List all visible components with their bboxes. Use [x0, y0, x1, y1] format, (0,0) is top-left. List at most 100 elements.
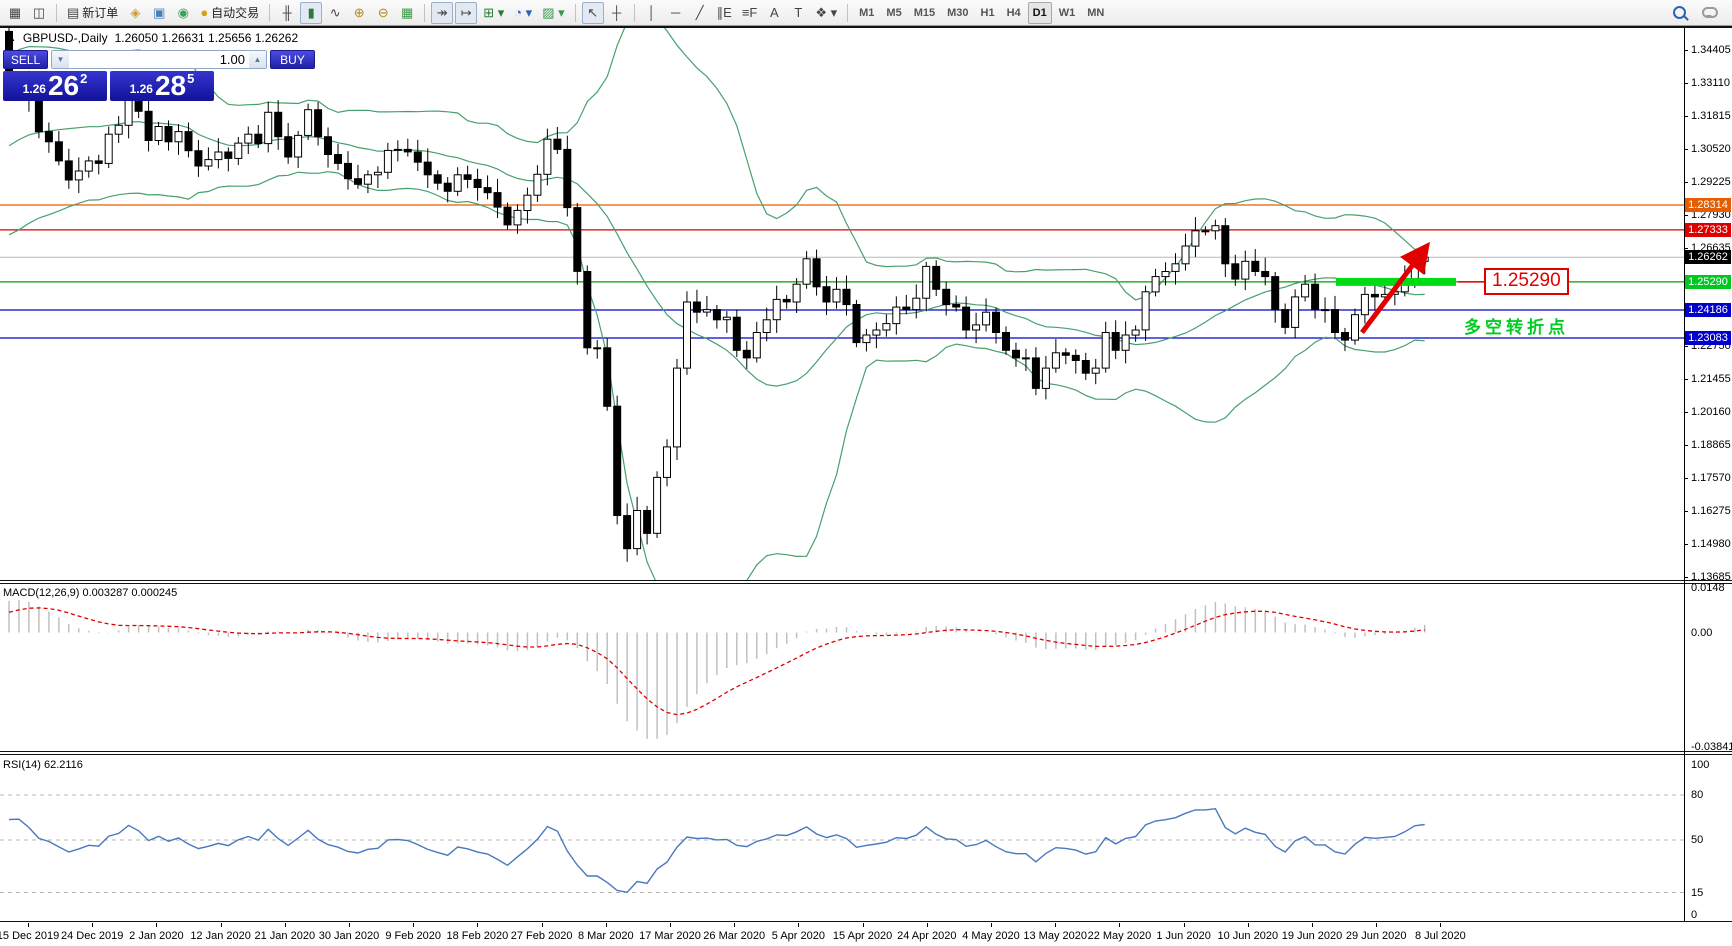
price-tick-label: 1.13685: [1691, 570, 1731, 583]
date-tick-label: 5 Apr 2020: [771, 930, 825, 942]
date-tick-mark: [798, 923, 800, 927]
line-chart-icon[interactable]: ∿: [324, 2, 346, 24]
rsi-label: RSI(14) 62.2116: [3, 759, 83, 771]
indicators-button[interactable]: ⊞ ▾: [479, 2, 508, 24]
price-level-badge: 1.25290: [1685, 274, 1731, 289]
buy-price-display[interactable]: 1.26 28 5: [110, 71, 214, 101]
tile-windows-icon[interactable]: ▦: [396, 2, 418, 24]
crosshair-button[interactable]: ┼: [606, 2, 628, 24]
price-tick-mark: [1684, 50, 1688, 52]
price-tick-label: 1.34405: [1691, 44, 1731, 57]
vertical-line-button[interactable]: │: [641, 2, 663, 24]
cursor-button[interactable]: ↖: [581, 1, 604, 24]
new-order-button-glyph: ▤: [67, 5, 80, 20]
expert-advisors-icon[interactable]: ▣: [148, 2, 170, 24]
timeframe-mn[interactable]: MN: [1087, 6, 1105, 19]
price-tick-mark: [1684, 181, 1688, 183]
date-tick-label: 2 Jan 2020: [129, 930, 184, 942]
toolbar-button-label: 自动交易: [211, 6, 260, 20]
chart-shift-button[interactable]: ↦: [455, 1, 478, 24]
timeframe-h4[interactable]: H4: [1006, 6, 1021, 19]
main-price-chart[interactable]: [0, 28, 1684, 581]
price-tick-mark: [1684, 576, 1688, 578]
panel-separator: [0, 921, 1732, 922]
price-tick-mark: [1684, 478, 1688, 480]
channel-button[interactable]: ∥E: [713, 2, 736, 24]
timeframe-m1[interactable]: M1: [859, 6, 875, 19]
chart-title: ▲ GBPUSD-,Daily 1.26050 1.26631 1.25656 …: [8, 31, 298, 45]
price-tick-label: 1.29225: [1691, 175, 1731, 188]
chart-shift-button-glyph: ↦: [460, 5, 472, 20]
toolbar-separator: [633, 3, 635, 22]
indicators-button-glyph: ⊞ ▾: [483, 5, 505, 20]
eraser-icon[interactable]: ◈: [124, 2, 146, 24]
candlestick-chart-icon-glyph: ▮: [307, 5, 315, 20]
date-tick-mark: [1247, 923, 1249, 927]
candlestick-chart-icon[interactable]: ▮: [300, 1, 323, 24]
rsi-indicator-chart[interactable]: [0, 755, 1684, 921]
sell-price-display[interactable]: 1.26 26 2: [3, 71, 107, 101]
timeframe-h1[interactable]: H1: [980, 6, 995, 19]
macd-indicator-chart[interactable]: [0, 584, 1684, 751]
chart-window-icon[interactable]: ▦: [4, 2, 26, 24]
volume-decrease-button[interactable]: ▼: [52, 51, 69, 68]
date-tick-mark: [605, 923, 607, 927]
volume-input[interactable]: [69, 51, 249, 68]
date-tick-mark: [734, 923, 736, 927]
timeframe-m5[interactable]: M5: [886, 6, 902, 19]
signals-icon[interactable]: ◉: [172, 2, 194, 24]
date-tick-label: 8 Jul 2020: [1415, 930, 1466, 942]
chart-window[interactable]: [0, 26, 1732, 946]
toolbar-separator: [847, 3, 849, 22]
text-button[interactable]: A: [763, 2, 785, 24]
panel-separator[interactable]: [0, 580, 1732, 584]
fibonacci-button[interactable]: ≡F: [738, 2, 762, 24]
timeframe-m15[interactable]: M15: [913, 6, 936, 19]
date-tick-label: 15 Dec 2019: [0, 930, 60, 942]
price-tick-label: 1.33110: [1691, 77, 1730, 90]
chat-icon[interactable]: [1698, 2, 1722, 24]
date-tick-label: 24 Apr 2020: [897, 930, 957, 942]
date-tick-label: 4 May 2020: [962, 930, 1020, 942]
date-tick-label: 19 Jun 2020: [1281, 930, 1343, 942]
panel-separator[interactable]: [0, 751, 1732, 755]
text-label-button[interactable]: T: [787, 2, 809, 24]
line-chart-icon-glyph: ∿: [329, 5, 341, 20]
price-tick-mark: [1684, 445, 1688, 447]
profiles-icon[interactable]: ◫: [28, 2, 50, 24]
zoom-out-icon[interactable]: ⊖: [372, 2, 394, 24]
search-icon[interactable]: [1668, 2, 1690, 24]
date-tick-label: 9 Feb 2020: [385, 930, 442, 942]
price-tick-mark: [1684, 544, 1688, 546]
signals-icon-glyph: ◉: [177, 5, 189, 20]
date-tick-mark: [1440, 923, 1442, 927]
buy-button[interactable]: BUY: [270, 50, 315, 69]
bar-chart-icon[interactable]: ╫: [276, 2, 298, 24]
autotrading-button[interactable]: ● 自动交易: [196, 2, 263, 24]
timeframe-w1[interactable]: W1: [1058, 6, 1076, 19]
timeframe-d1[interactable]: D1: [1027, 1, 1052, 24]
sell-button[interactable]: SELL: [3, 50, 48, 69]
horizontal-line-button[interactable]: ─: [665, 2, 687, 24]
sell-price-base: 1.26: [22, 82, 46, 96]
price-tick-mark: [1684, 412, 1688, 414]
volume-increase-button[interactable]: ▲: [249, 51, 266, 68]
date-tick-label: 13 May 2020: [1023, 930, 1087, 942]
trendline-button[interactable]: ╱: [689, 2, 711, 24]
price-tick-label: 1.21455: [1691, 373, 1731, 386]
arrows-button[interactable]: ❖ ▾: [811, 2, 841, 24]
date-tick-label: 26 Mar 2020: [703, 930, 766, 942]
zoom-in-icon[interactable]: ⊕: [348, 2, 370, 24]
new-order-button[interactable]: ▤ 新订单: [63, 2, 122, 24]
buy-price-base: 1.26: [129, 82, 153, 96]
auto-scroll-button[interactable]: ↠: [431, 1, 454, 24]
templates-button[interactable]: ▨ ▾: [538, 2, 568, 24]
time-axis[interactable]: 15 Dec 2019 24 Dec 2019 2 Jan 2020 12 Jan 2…: [0, 923, 1732, 946]
timeframe-m30[interactable]: M30: [947, 6, 969, 19]
price-tick-mark: [1684, 346, 1688, 348]
price-level-badge: 1.23083: [1685, 331, 1731, 345]
date-tick-label: 24 Dec 2019: [60, 930, 124, 942]
periods-button[interactable]: ◔ ▾: [510, 2, 536, 24]
date-tick-mark: [1312, 923, 1313, 927]
date-tick-label: 10 Jun 2020: [1217, 930, 1279, 942]
